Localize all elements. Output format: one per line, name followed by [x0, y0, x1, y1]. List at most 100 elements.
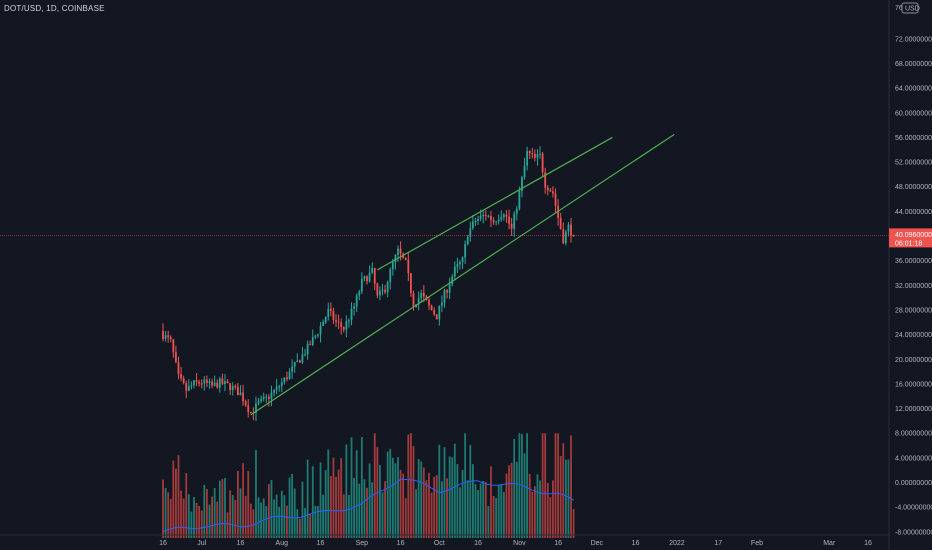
volume-bar [262, 498, 265, 538]
volume-bar [381, 492, 384, 538]
candle-body [205, 379, 208, 384]
volume-bar [513, 439, 516, 538]
volume-bar [218, 480, 221, 538]
candle-body [397, 248, 399, 255]
volume-bar [464, 433, 467, 538]
y-tick-label: 28.00000000 [895, 307, 932, 314]
candle-body [572, 235, 575, 237]
candle-body [492, 219, 495, 222]
volume-bar [510, 462, 513, 538]
volume-bar [433, 476, 436, 538]
volume-bar [190, 511, 193, 538]
y-tick-label: 12.00000000 [895, 406, 932, 413]
candle-body [497, 219, 500, 222]
candle-body [267, 396, 270, 399]
candles [162, 146, 575, 421]
candle-body [257, 401, 260, 404]
candle-body [224, 381, 226, 384]
last-price-tag-bg [889, 228, 932, 248]
volume-bar [358, 483, 361, 538]
volume-bar [270, 479, 273, 538]
volume-bar [350, 437, 353, 538]
currency-badge[interactable]: USD [901, 2, 920, 14]
trend-lines[interactable] [250, 133, 675, 416]
volume-bar [521, 434, 523, 538]
volume-bar [273, 499, 275, 538]
candle-body [234, 386, 237, 388]
candle-body [319, 325, 322, 335]
candle-body [379, 290, 381, 296]
volume-bar [267, 484, 270, 538]
x-axis[interactable]: 16 Jul 16 Aug 16 Sep 16 Oct 16 Nov 16 Dec 16 2022 17 Fe… [0, 534, 889, 547]
candle-body [487, 215, 490, 217]
candle-body [345, 321, 348, 330]
y-tick-label: 48.00000000 [895, 184, 932, 191]
volume-bar [314, 505, 317, 538]
volume-bar [180, 490, 182, 538]
volume-bar [335, 476, 337, 538]
volume-bar [564, 459, 567, 538]
volume-bar [304, 508, 306, 538]
candle-body [329, 308, 332, 311]
volume-bar [301, 481, 304, 538]
x-tick-label: Dec [591, 540, 604, 547]
volume-bar [164, 487, 167, 538]
volume-bar [386, 451, 389, 538]
volume-bar [340, 458, 343, 538]
candle-body [505, 214, 508, 217]
candle-body [407, 259, 410, 274]
volume-bar [518, 433, 521, 538]
volume-bar [252, 509, 255, 538]
volume-bar [523, 453, 526, 538]
candle-body [229, 383, 232, 391]
volume-bar [162, 479, 164, 538]
candle-body [479, 215, 482, 219]
y-axis[interactable]: 72.00000000 68.00000000 64.00000000 60.0000… [888, 0, 932, 550]
volume-bar [363, 479, 366, 538]
candle-body [278, 386, 281, 388]
volume-bar [394, 463, 397, 538]
y-tick-label: 16.00000000 [895, 381, 932, 388]
candle-body [502, 214, 505, 218]
volume-bar [348, 495, 350, 538]
volume-bar [239, 488, 242, 538]
x-tick-label: 16 [397, 540, 405, 547]
volume-bar [169, 498, 172, 538]
volume-bar [213, 488, 216, 538]
channel-lower-line [250, 133, 675, 416]
candle-body [332, 310, 335, 320]
volume-bar [404, 498, 407, 538]
candle-body [311, 337, 314, 345]
volume-bar [231, 495, 234, 538]
volume-bar [247, 470, 250, 538]
x-tick-label: Sep [356, 540, 369, 547]
candle-body [384, 289, 386, 293]
candle-body [523, 165, 526, 178]
candle-body [236, 386, 239, 396]
candle-body [549, 190, 552, 192]
volume-bar [211, 496, 213, 538]
candle-body [337, 321, 340, 323]
y-tick-label: 32.00000000 [895, 283, 932, 290]
y-tick-label: 60.00000000 [895, 110, 932, 117]
candle-body [350, 308, 353, 321]
volume-bar [448, 456, 451, 538]
volume-bar [474, 484, 477, 538]
candle-body [490, 215, 492, 220]
candle-body [314, 335, 317, 338]
candle-body [273, 390, 275, 393]
volume-ma [162, 478, 574, 533]
candle-body [360, 278, 363, 292]
candle-body [187, 386, 190, 391]
candle-body [242, 392, 244, 402]
candle-body [317, 334, 319, 336]
volume-bar [208, 504, 211, 538]
bar-countdown: 06:01:18 [895, 240, 922, 247]
volume-bar [572, 509, 575, 538]
candle-body [286, 377, 288, 380]
volume-bar [505, 473, 508, 538]
volume-bar [200, 510, 203, 538]
volume-bar [257, 497, 260, 538]
